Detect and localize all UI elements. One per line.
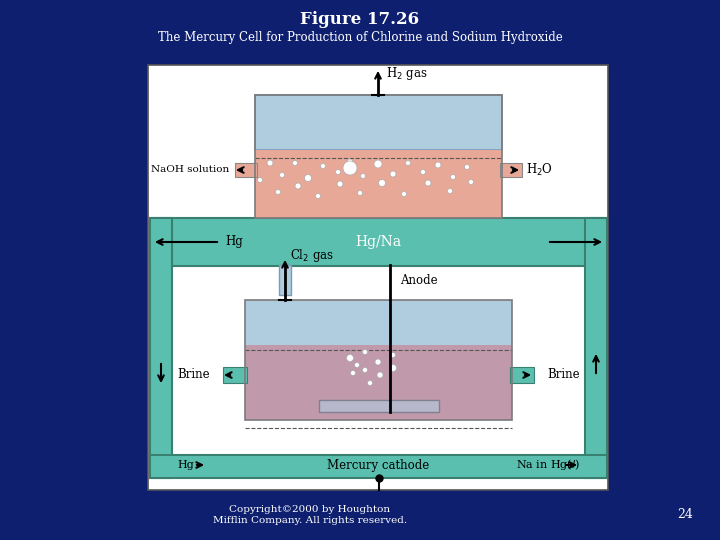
Circle shape bbox=[346, 354, 354, 361]
Bar bbox=[150, 455, 607, 478]
Text: H$_2$ gas: H$_2$ gas bbox=[386, 64, 428, 82]
Circle shape bbox=[267, 160, 273, 166]
Circle shape bbox=[375, 359, 381, 365]
Bar bbox=[245, 300, 512, 345]
Circle shape bbox=[343, 161, 357, 175]
Text: Brine: Brine bbox=[547, 368, 580, 381]
Text: Brine: Brine bbox=[177, 368, 210, 381]
Text: Copyright©2000 by Houghton
Mifflin Company. All rights reserved.: Copyright©2000 by Houghton Mifflin Compa… bbox=[213, 505, 407, 525]
Circle shape bbox=[374, 160, 382, 168]
Circle shape bbox=[402, 192, 407, 197]
Circle shape bbox=[295, 183, 301, 189]
Bar bbox=[500, 163, 522, 177]
Bar bbox=[150, 218, 172, 478]
Circle shape bbox=[354, 362, 359, 368]
Circle shape bbox=[276, 190, 281, 194]
Circle shape bbox=[425, 180, 431, 186]
Circle shape bbox=[362, 349, 367, 354]
Circle shape bbox=[347, 159, 353, 165]
Text: H$_2$O: H$_2$O bbox=[526, 162, 553, 178]
Circle shape bbox=[337, 181, 343, 187]
Text: Anode: Anode bbox=[400, 273, 438, 287]
Bar bbox=[223, 367, 247, 383]
Circle shape bbox=[377, 372, 383, 378]
Bar bbox=[255, 95, 502, 218]
Text: Hg/Na: Hg/Na bbox=[356, 235, 402, 249]
Bar bbox=[148, 65, 608, 490]
Text: Hg: Hg bbox=[225, 235, 243, 248]
Bar bbox=[245, 345, 512, 420]
Text: NaOH solution: NaOH solution bbox=[150, 165, 229, 174]
Circle shape bbox=[435, 162, 441, 168]
Bar bbox=[255, 95, 502, 150]
Circle shape bbox=[358, 191, 362, 195]
Circle shape bbox=[315, 193, 320, 199]
Text: Figure 17.26: Figure 17.26 bbox=[300, 11, 420, 29]
Circle shape bbox=[258, 178, 263, 183]
Bar bbox=[235, 163, 257, 177]
Text: The Mercury Cell for Production of Chlorine and Sodium Hydroxide: The Mercury Cell for Production of Chlor… bbox=[158, 31, 562, 44]
Bar bbox=[255, 150, 502, 218]
Circle shape bbox=[367, 381, 372, 386]
Circle shape bbox=[305, 174, 312, 181]
Circle shape bbox=[390, 171, 396, 177]
Bar bbox=[585, 218, 607, 478]
Circle shape bbox=[336, 170, 341, 174]
Circle shape bbox=[405, 160, 410, 165]
Text: 24: 24 bbox=[677, 509, 693, 522]
Circle shape bbox=[320, 164, 325, 168]
Circle shape bbox=[448, 188, 452, 193]
Circle shape bbox=[362, 368, 367, 373]
Circle shape bbox=[351, 370, 356, 375]
Bar bbox=[245, 300, 512, 420]
Circle shape bbox=[292, 160, 297, 165]
Circle shape bbox=[451, 174, 456, 179]
Circle shape bbox=[390, 353, 395, 357]
Circle shape bbox=[464, 165, 469, 170]
Circle shape bbox=[420, 170, 426, 174]
Circle shape bbox=[379, 179, 385, 186]
Bar bbox=[172, 266, 585, 455]
Text: Cl$_2$ gas: Cl$_2$ gas bbox=[290, 246, 334, 264]
Bar bbox=[510, 367, 534, 383]
Text: Hg: Hg bbox=[177, 460, 194, 470]
Text: Mercury cathode: Mercury cathode bbox=[328, 458, 430, 471]
Circle shape bbox=[469, 179, 474, 185]
Bar bbox=[279, 265, 291, 295]
Text: Na in Hg($l$): Na in Hg($l$) bbox=[516, 457, 580, 472]
Circle shape bbox=[279, 172, 284, 178]
Circle shape bbox=[361, 173, 366, 179]
Bar bbox=[150, 218, 607, 266]
Bar bbox=[318, 400, 438, 412]
Circle shape bbox=[390, 364, 397, 372]
